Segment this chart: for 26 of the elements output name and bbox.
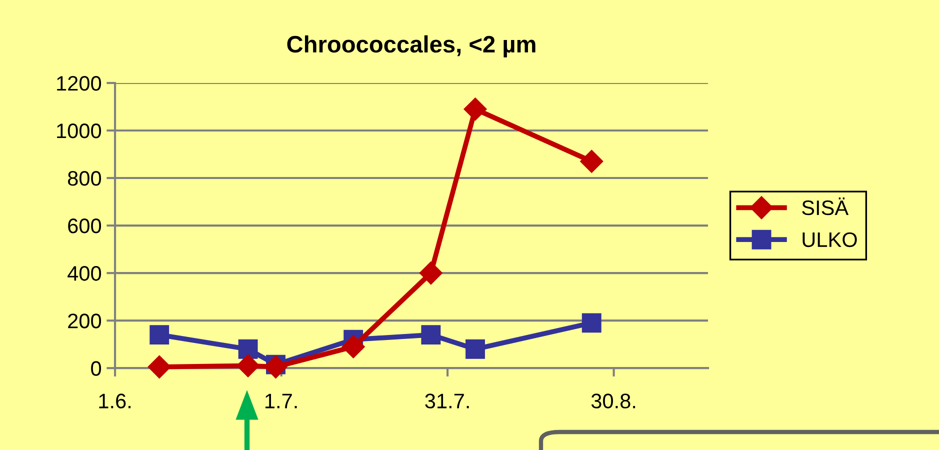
point bbox=[464, 98, 487, 121]
y-tick-label: 800 bbox=[68, 171, 102, 186]
point bbox=[421, 325, 441, 345]
y-tick-label: 400 bbox=[68, 266, 102, 281]
point bbox=[419, 262, 442, 285]
x-tick-label: 31.7. bbox=[425, 394, 469, 408]
y-tick-label: 200 bbox=[68, 314, 102, 328]
legend-label: ULKO bbox=[802, 232, 857, 248]
point bbox=[236, 354, 260, 378]
x-tick-label: 1.6. bbox=[99, 394, 130, 408]
y-tick-label: 1000 bbox=[57, 124, 102, 138]
point bbox=[580, 150, 604, 173]
point bbox=[264, 355, 288, 378]
x-tick-label: 1.7. bbox=[266, 394, 297, 408]
legend-label: SISÄ bbox=[802, 198, 849, 216]
y-tick-label: 1200 bbox=[57, 76, 102, 91]
x-tick-label: 30.8. bbox=[591, 394, 636, 408]
point bbox=[466, 339, 485, 359]
point bbox=[148, 355, 171, 378]
point bbox=[238, 339, 258, 359]
point bbox=[582, 313, 602, 333]
point bbox=[342, 335, 365, 358]
point bbox=[150, 325, 170, 345]
y-tick-label: 0 bbox=[91, 361, 102, 376]
chart-title: Chroococcales, <2 µm bbox=[287, 35, 536, 58]
y-tick-label: 600 bbox=[68, 218, 102, 234]
